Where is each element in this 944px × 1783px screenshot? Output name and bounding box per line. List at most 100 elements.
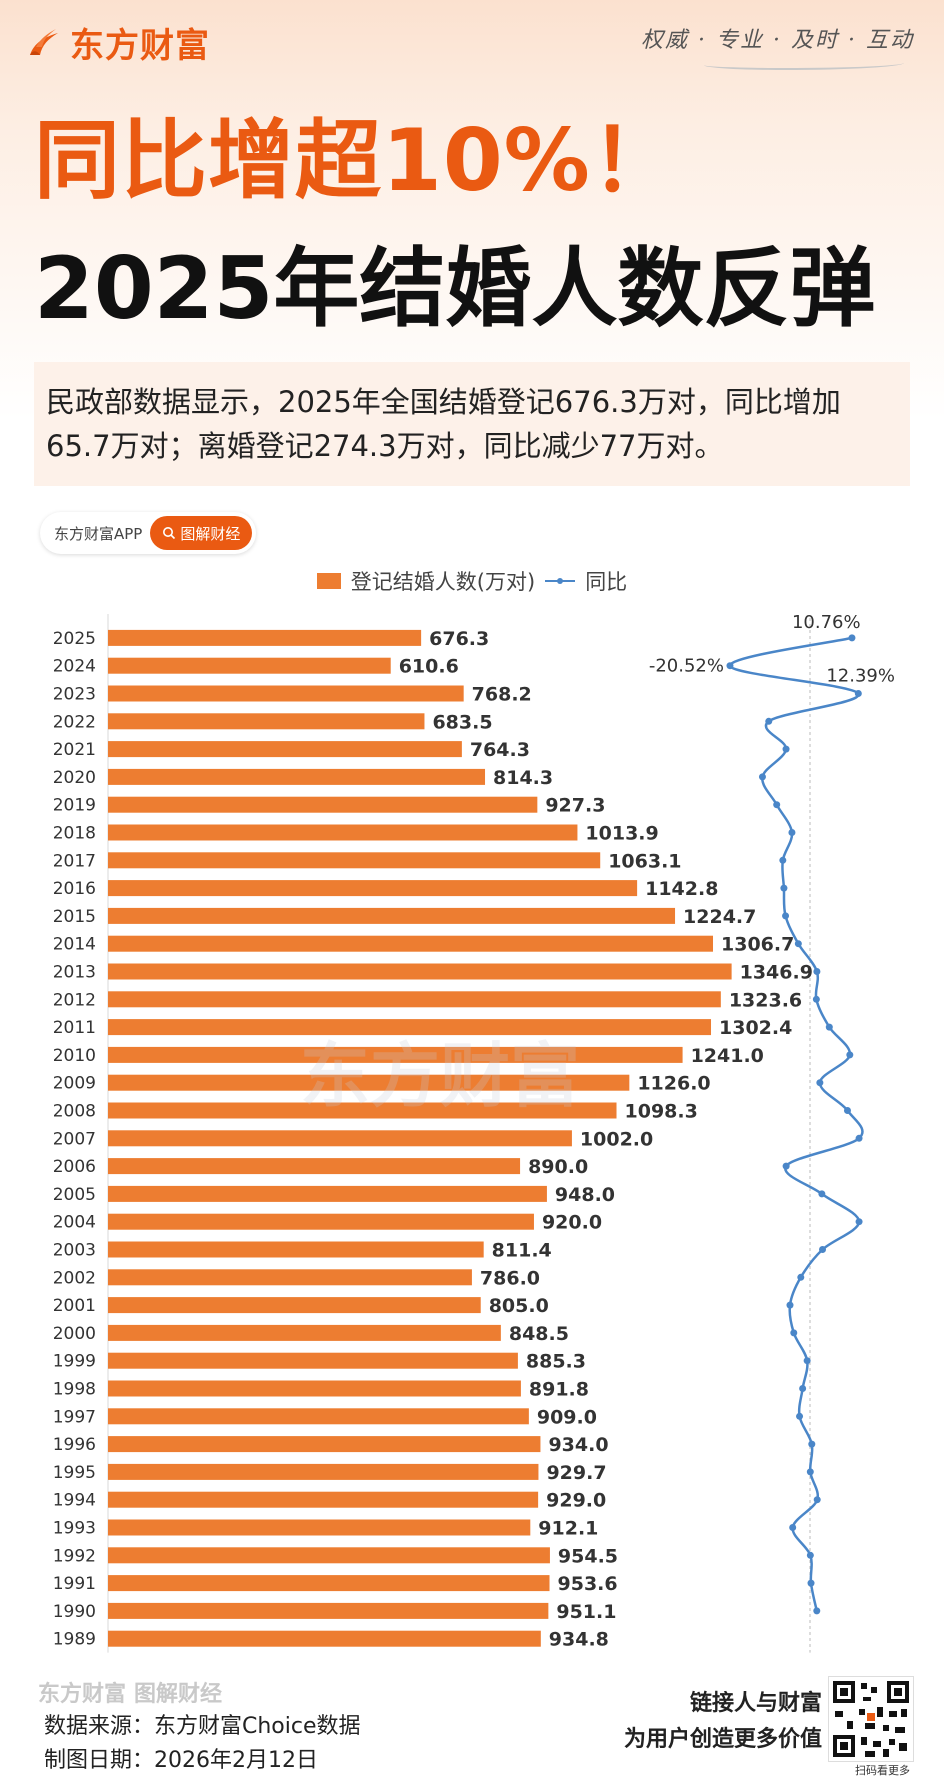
tick-label-year: 1993 bbox=[53, 1519, 96, 1539]
bar-marriages bbox=[108, 1463, 539, 1480]
data-label-marriages: 885.3 bbox=[526, 1351, 586, 1373]
data-label-marriages: 1142.8 bbox=[645, 878, 718, 900]
yoy-annotation: 12.39% bbox=[826, 666, 895, 687]
yoy-point bbox=[786, 1301, 794, 1309]
footer-slogan-line1: 链接人与财富 bbox=[689, 1691, 822, 1716]
badge-button-label: 图解财经 bbox=[180, 524, 241, 543]
yoy-point bbox=[825, 1023, 833, 1031]
data-label-marriages: 683.5 bbox=[432, 711, 492, 733]
tick-label-year: 1990 bbox=[53, 1602, 96, 1622]
yoy-annotation: 10.76% bbox=[792, 612, 861, 633]
yoy-point bbox=[789, 1524, 797, 1531]
data-label-marriages: 934.8 bbox=[549, 1629, 609, 1651]
yoy-point bbox=[806, 1551, 814, 1559]
tick-label-year: 2007 bbox=[53, 1129, 96, 1149]
brand-name: 东方财富 bbox=[70, 26, 210, 66]
data-label-marriages: 948.0 bbox=[555, 1184, 615, 1206]
bar-marriages bbox=[108, 1436, 541, 1453]
bar-marriages bbox=[108, 768, 486, 785]
tick-label-year: 2002 bbox=[53, 1268, 96, 1288]
search-icon bbox=[163, 527, 176, 540]
bar-marriages bbox=[108, 1019, 712, 1036]
data-label-marriages: 891.8 bbox=[529, 1379, 589, 1401]
bar-marriages bbox=[108, 713, 425, 730]
tick-label-year: 2006 bbox=[53, 1157, 96, 1177]
app-badge[interactable]: 东方财富APP 图解财经 bbox=[40, 512, 257, 554]
yoy-point bbox=[819, 1246, 827, 1253]
yoy-point bbox=[726, 662, 734, 670]
yoy-point bbox=[812, 995, 820, 1003]
bar-marriages bbox=[108, 1380, 521, 1397]
data-label-marriages: 1002.0 bbox=[580, 1128, 653, 1150]
bar-marriages bbox=[108, 1269, 472, 1286]
yoy-point bbox=[780, 884, 788, 892]
data-label-marriages: 1013.9 bbox=[585, 823, 658, 845]
data-label-marriages: 786.0 bbox=[480, 1267, 540, 1289]
chart-legend: 登记结婚人数(万对) 同比 bbox=[0, 566, 944, 596]
yoy-point bbox=[758, 773, 766, 781]
data-label-marriages: 1126.0 bbox=[637, 1073, 710, 1095]
tick-label-year: 2021 bbox=[53, 740, 96, 760]
bar-marriages bbox=[108, 991, 721, 1008]
tick-label-year: 2022 bbox=[53, 712, 96, 732]
tick-label-year: 2023 bbox=[53, 685, 96, 705]
footer-slogan: 链接人与财富 为用户创造更多价值 bbox=[624, 1686, 822, 1758]
tick-label-year: 2019 bbox=[53, 796, 96, 816]
bar-marriages bbox=[108, 880, 638, 897]
bar-marriages bbox=[108, 852, 601, 869]
bar-marriages bbox=[108, 1241, 484, 1258]
tick-label-year: 2001 bbox=[53, 1296, 96, 1316]
data-label-marriages: 814.3 bbox=[493, 767, 553, 789]
data-label-marriages: 920.0 bbox=[542, 1212, 602, 1234]
bar-marriages bbox=[108, 1630, 541, 1647]
tick-label-year: 2004 bbox=[53, 1213, 96, 1233]
yoy-point bbox=[848, 634, 856, 642]
qr-code-icon[interactable] bbox=[828, 1676, 914, 1762]
header-background bbox=[0, 0, 944, 420]
data-label-marriages: 768.2 bbox=[472, 684, 532, 706]
yoy-point bbox=[788, 829, 796, 836]
badge-button[interactable]: 图解财经 bbox=[150, 516, 253, 550]
tick-label-year: 2012 bbox=[53, 990, 96, 1010]
yoy-point bbox=[790, 1329, 798, 1337]
legend-line-label: 同比 bbox=[585, 570, 628, 594]
slogan-swoosh bbox=[704, 58, 904, 70]
footer-logo-right: 图解财经 bbox=[134, 1682, 223, 1707]
chart-date: 制图日期：2026年2月12日 bbox=[44, 1748, 318, 1773]
data-label-marriages: 927.3 bbox=[545, 795, 605, 817]
bar-marriages bbox=[108, 1213, 534, 1230]
bar-marriages bbox=[108, 1602, 549, 1619]
tick-label-year: 2013 bbox=[53, 963, 96, 983]
data-label-marriages: 1323.6 bbox=[729, 989, 802, 1011]
yoy-point bbox=[807, 1579, 815, 1587]
yoy-point bbox=[813, 1607, 821, 1615]
yoy-point bbox=[803, 1357, 811, 1365]
yoy-point bbox=[806, 1468, 814, 1476]
data-label-marriages: 954.5 bbox=[558, 1545, 618, 1567]
legend-bar-label: 登记结婚人数(万对) bbox=[350, 570, 536, 594]
tick-label-year: 1991 bbox=[53, 1574, 96, 1594]
yoy-point bbox=[855, 1218, 863, 1226]
data-label-marriages: 1302.4 bbox=[719, 1017, 792, 1039]
footer-logo: 东方财富 图解财经 bbox=[38, 1676, 222, 1708]
bar-marriages bbox=[108, 741, 462, 758]
footer-source-block: 数据来源：东方财富Choice数据 制图日期：2026年2月12日 bbox=[44, 1710, 361, 1778]
data-label-marriages: 934.0 bbox=[548, 1434, 608, 1456]
data-source: 数据来源：东方财富Choice数据 bbox=[44, 1714, 361, 1739]
qr-caption: 扫码看更多 bbox=[855, 1764, 910, 1777]
bar-marriages bbox=[108, 1158, 521, 1175]
bar-marriages bbox=[108, 1102, 617, 1119]
yoy-point bbox=[854, 690, 862, 697]
tick-label-year: 2020 bbox=[53, 768, 96, 788]
data-label-marriages: 848.5 bbox=[509, 1323, 569, 1345]
tick-label-year: 2014 bbox=[53, 935, 96, 955]
tick-label-year: 2005 bbox=[53, 1185, 96, 1205]
yoy-point bbox=[799, 1385, 807, 1392]
data-label-marriages: 1063.1 bbox=[608, 850, 681, 872]
yoy-point bbox=[773, 801, 781, 809]
tick-label-year: 1989 bbox=[53, 1630, 96, 1650]
data-label-marriages: 951.1 bbox=[556, 1601, 616, 1623]
bar-marriages bbox=[108, 1185, 547, 1202]
yoy-point bbox=[813, 1496, 821, 1504]
